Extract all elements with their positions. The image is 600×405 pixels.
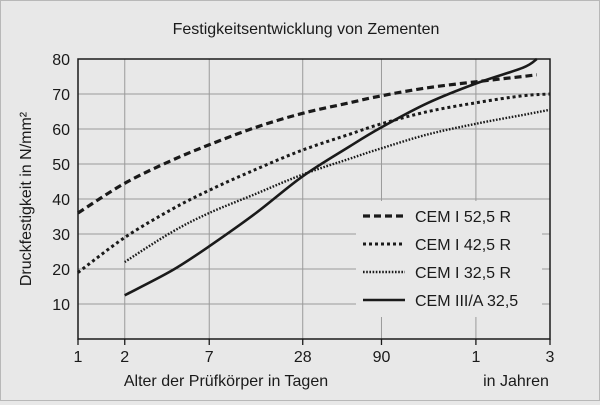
x-axis-label-years: in Jahren [483,373,549,390]
y-axis-label: Druckfestigkeit in N/mm² [18,111,35,286]
series-line-3 [124,108,551,264]
y-tick-label: 80 [52,52,70,69]
chart-title: Festigkeitsentwicklung von Zementen [173,21,440,38]
legend: CEM I 52,5 R CEM I 42,5 R CEM I 32,5 R CEM … [363,209,518,310]
x-tick-labels: 1 2 7 28 90 1 3 [74,339,555,366]
y-tick-label: 70 [52,87,70,104]
series-line-1 [77,73,537,215]
y-tick-labels: 10 20 30 40 50 60 70 80 [52,52,70,314]
y-tick-label: 60 [52,122,70,139]
legend-label: CEM I 32,5 R [415,265,511,282]
y-tick-label: 10 [52,297,70,314]
data-lines [77,57,551,297]
x-tick-label: 90 [373,349,391,366]
y-tick-label: 40 [52,192,70,209]
y-tick-label: 50 [52,157,70,174]
legend-background [356,201,542,317]
x-tick-label: 1 [74,349,83,366]
legend-label: CEM I 42,5 R [415,237,511,254]
grid [78,59,550,339]
x-tick-label: 7 [205,349,214,366]
y-tick-label: 20 [52,262,70,279]
series-line-4 [124,57,538,297]
x-tick-label: 28 [294,349,312,366]
legend-label: CEM III/A 32,5 [415,293,518,310]
legend-label: CEM I 52,5 R [415,209,511,226]
x-axis-label-days: Alter der Prüfkörper in Tagen [124,373,328,390]
series-line-2 [77,92,551,274]
x-tick-label: 2 [120,349,129,366]
x-tick-label: 3 [546,349,555,366]
plot-area [77,58,551,340]
x-tick-label: 1 [471,349,480,366]
y-tick-label: 30 [52,227,70,244]
